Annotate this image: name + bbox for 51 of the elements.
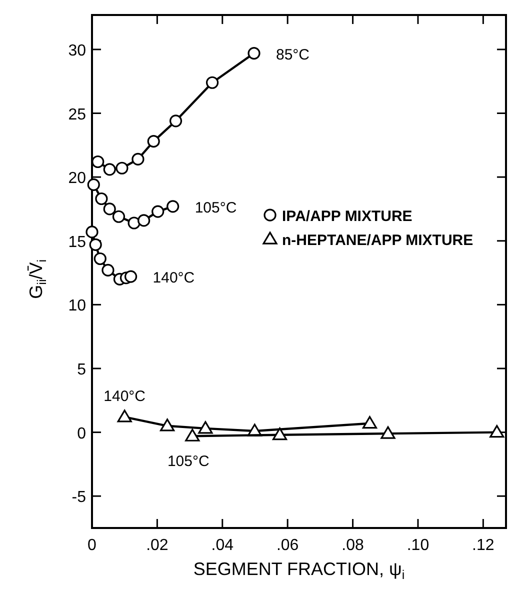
annotation: 85°C: [276, 46, 310, 64]
point: [138, 214, 150, 227]
point: [185, 428, 200, 442]
annotation: 140°C: [152, 270, 195, 287]
y-tick-label: 20: [68, 170, 86, 188]
y-tick-label: 10: [68, 298, 86, 315]
point: [380, 426, 396, 439]
x-tick-label: 0: [88, 537, 97, 554]
x-tick-label: .04: [211, 537, 234, 554]
point: [160, 418, 175, 432]
point: [92, 155, 104, 168]
point: [128, 216, 140, 230]
y-tick-label: 30: [68, 42, 86, 60]
point: [89, 238, 102, 251]
x-axis-title: SEGMENT FRACTION, ψ$_{i}$: [193, 559, 405, 582]
point: [103, 202, 116, 216]
legend-label: n-HEPTANE/APP MIXTURE: [282, 232, 474, 250]
point: [116, 162, 128, 174]
point: [198, 421, 213, 434]
point: [147, 135, 160, 148]
point: [362, 416, 378, 429]
y-tick-label: 15: [68, 234, 86, 251]
x-tick-label: .06: [276, 537, 299, 554]
y-tick-label: -5: [72, 489, 86, 506]
point: [112, 210, 126, 223]
x-tick-label: .02: [146, 537, 168, 554]
point: [166, 200, 180, 213]
annotation: 105°C: [194, 199, 237, 216]
x-tick-label: .10: [406, 537, 430, 554]
point: [94, 252, 106, 266]
point: [103, 163, 116, 176]
annotation: 140°C: [104, 388, 146, 405]
point: [132, 152, 144, 166]
point: [87, 178, 100, 192]
annotation: 105°C: [167, 453, 210, 470]
y-tick-label: 5: [77, 361, 86, 378]
legend-label: IPA/APP MIXTURE: [282, 208, 412, 226]
point: [169, 114, 182, 128]
point: [272, 428, 288, 440]
point: [86, 226, 98, 238]
x-tick-label: .12: [472, 537, 494, 554]
point: [152, 205, 164, 218]
point: [102, 264, 114, 277]
point: [248, 46, 260, 60]
x-tick-label: .08: [342, 537, 364, 554]
y-tick-label: 0: [77, 425, 86, 442]
point: [124, 270, 138, 283]
point: [206, 76, 219, 89]
point: [117, 410, 132, 422]
y-tick-label: 25: [68, 106, 86, 124]
point: [95, 192, 108, 206]
